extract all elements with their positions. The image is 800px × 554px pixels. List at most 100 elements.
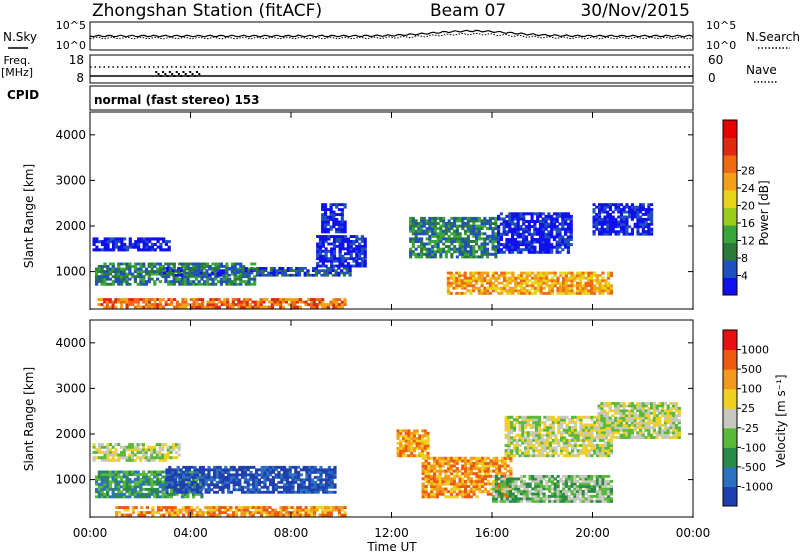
- echo-cell: [412, 431, 416, 435]
- echo-cell: [444, 252, 448, 256]
- echo-cell: [266, 478, 270, 482]
- echo-cell: [341, 244, 345, 248]
- echo-cell: [109, 450, 113, 454]
- echo-cell: [516, 235, 520, 239]
- echo-cell: [558, 212, 562, 216]
- echo-cell: [512, 426, 517, 429]
- echo-cell: [192, 477, 196, 481]
- echo-cell: [547, 238, 551, 241]
- echo-cell: [598, 291, 602, 295]
- echo-cell: [218, 488, 222, 492]
- echo-cell: [480, 250, 484, 254]
- echo-cell: [455, 281, 459, 285]
- echo-cell: [507, 415, 511, 419]
- echo-cell: [321, 240, 325, 243]
- echo-cell: [521, 451, 525, 455]
- echo-cell: [297, 478, 301, 482]
- echo-cell: [533, 274, 538, 277]
- echo-cell: [519, 212, 523, 216]
- echo-cell: [494, 250, 498, 254]
- echo-cell: [311, 483, 315, 487]
- echo-cell: [114, 453, 118, 457]
- echo-cell: [227, 470, 231, 474]
- echo-cell: [514, 480, 518, 483]
- echo-cell: [590, 480, 594, 483]
- echo-cell: [525, 499, 529, 503]
- echo-cell: [508, 497, 512, 501]
- echo-cell: [352, 235, 356, 238]
- echo-cell: [603, 215, 607, 219]
- echo-cell: [193, 485, 197, 489]
- echo-cell: [231, 303, 235, 306]
- echo-cell: [512, 438, 517, 442]
- echo-cell: [133, 448, 137, 452]
- echo-cell: [175, 445, 179, 449]
- echo-cell: [207, 470, 211, 474]
- echo-cell: [215, 508, 219, 512]
- echo-cell: [538, 235, 543, 239]
- echo-cell: [133, 487, 137, 491]
- echo-cell: [506, 482, 510, 486]
- echo-cell: [564, 291, 568, 295]
- echo-cell: [422, 242, 426, 246]
- echo-cell: [288, 475, 292, 479]
- echo-cell: [235, 488, 239, 492]
- echo-cell: [128, 272, 132, 276]
- echo-cell: [513, 227, 517, 231]
- echo-cell: [238, 473, 242, 477]
- nave-dip-dot: [155, 71, 158, 73]
- echo-cell: [98, 445, 102, 449]
- echo-cell: [503, 284, 507, 288]
- echo-cell: [584, 286, 588, 290]
- echo-cell: [569, 238, 573, 241]
- echo-cell: [194, 492, 198, 496]
- echo-cell: [92, 445, 96, 449]
- echo-cell: [622, 225, 626, 229]
- echo-cell: [302, 490, 306, 494]
- echo-cell: [286, 269, 290, 272]
- echo-cell: [175, 305, 179, 309]
- echo-cell: [251, 513, 255, 517]
- echo-cell: [519, 240, 523, 244]
- echo-cell: [200, 282, 204, 286]
- echo-cell: [472, 279, 476, 283]
- echo-cell: [625, 232, 629, 236]
- echo-cell: [503, 286, 507, 290]
- echo-cell: [142, 277, 146, 281]
- echo-cell: [600, 217, 604, 221]
- echo-cell: [446, 271, 450, 275]
- echo-cell: [525, 291, 529, 295]
- echo-cell: [497, 217, 501, 221]
- echo-cell: [287, 303, 291, 306]
- echo-cell: [533, 276, 538, 280]
- echo-cell: [232, 511, 236, 514]
- echo-cell: [492, 469, 496, 473]
- echo-cell: [220, 300, 224, 304]
- echo-cell: [225, 262, 229, 266]
- echo-cell: [466, 229, 470, 233]
- echo-cell: [593, 480, 597, 483]
- echo-cell: [323, 273, 327, 277]
- echo-cell: [327, 249, 331, 253]
- echo-cell: [343, 205, 347, 209]
- echo-cell: [125, 245, 130, 249]
- echo-cell: [617, 232, 621, 236]
- echo-cell: [187, 478, 191, 482]
- echo-cell: [128, 490, 132, 494]
- echo-cell: [142, 456, 146, 460]
- echo-cell: [407, 441, 411, 445]
- echo-cell: [313, 483, 317, 487]
- echo-cell: [639, 205, 643, 209]
- echo-cell: [492, 499, 496, 503]
- echo-cell: [576, 475, 580, 478]
- echo-cell: [316, 470, 320, 474]
- echo-cell: [603, 230, 607, 234]
- echo-cell: [186, 280, 190, 284]
- echo-cell: [441, 492, 445, 496]
- echo-cell: [308, 473, 312, 477]
- echo-cell: [236, 267, 240, 271]
- echo-cell: [552, 245, 557, 249]
- echo-cell: [240, 508, 244, 512]
- echo-cell: [455, 250, 459, 254]
- echo-cell: [542, 492, 546, 496]
